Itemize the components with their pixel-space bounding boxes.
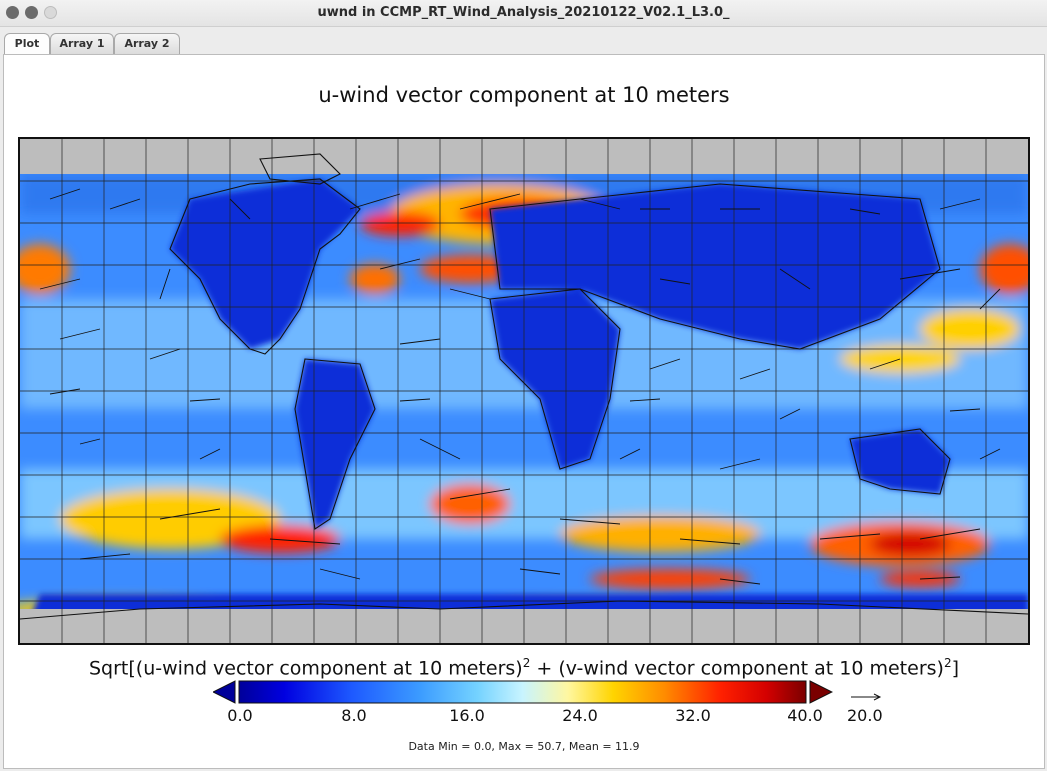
superscript-1: 2	[522, 656, 531, 670]
colorbar-min-arrow	[213, 680, 236, 704]
wind-vectors	[39, 188, 1001, 585]
colorbar-max-arrow	[809, 680, 833, 704]
colorbar-title-part3: ]	[951, 657, 960, 680]
wind-map[interactable]	[18, 137, 1030, 645]
superscript-2: 2	[943, 656, 952, 670]
minimize-window-button[interactable]	[25, 6, 38, 19]
data-statistics: Data Min = 0.0, Max = 50.7, Mean = 11.9	[408, 740, 640, 753]
window-title: uwnd in CCMP_RT_Wind_Analysis_20210122_V…	[317, 5, 730, 20]
coastlines	[20, 153, 1028, 620]
colorbar-tick-32: 32.0	[675, 706, 711, 725]
graticule	[20, 139, 1028, 643]
colorbar-title: Sqrt[(u-wind vector component at 10 mete…	[4, 656, 1044, 679]
tab-array-2[interactable]: Array 2	[114, 33, 180, 54]
colorbar-title-part1: Sqrt[(u-wind vector component at 10 mete…	[88, 657, 523, 680]
tab-bar: Plot Array 1 Array 2	[0, 27, 1047, 54]
reference-vector-arrow	[851, 693, 882, 701]
colorbar-tick-0: 0.0	[227, 706, 253, 725]
colorbar-tick-40: 40.0	[787, 706, 823, 725]
zoom-window-button[interactable]	[44, 6, 57, 19]
plot-title: u-wind vector component at 10 meters	[318, 83, 730, 107]
colorbar-gradient	[238, 680, 807, 704]
reference-vector-label: 20.0	[847, 706, 883, 725]
tab-plot[interactable]: Plot	[4, 33, 50, 54]
map-canvas	[20, 139, 1028, 643]
colorbar-tick-24: 24.0	[562, 706, 598, 725]
plot-panel: u-wind vector component at 10 meters	[3, 54, 1045, 769]
tab-array-1[interactable]: Array 1	[50, 33, 114, 54]
close-window-button[interactable]	[6, 6, 19, 19]
colorbar-tick-8: 8.0	[341, 706, 367, 725]
colorbar-tick-16: 16.0	[449, 706, 485, 725]
window-titlebar: uwnd in CCMP_RT_Wind_Analysis_20210122_V…	[0, 0, 1047, 27]
colorbar-title-part2: + (v-wind vector component at 10 meters)	[530, 657, 944, 680]
colorbar	[213, 680, 833, 704]
